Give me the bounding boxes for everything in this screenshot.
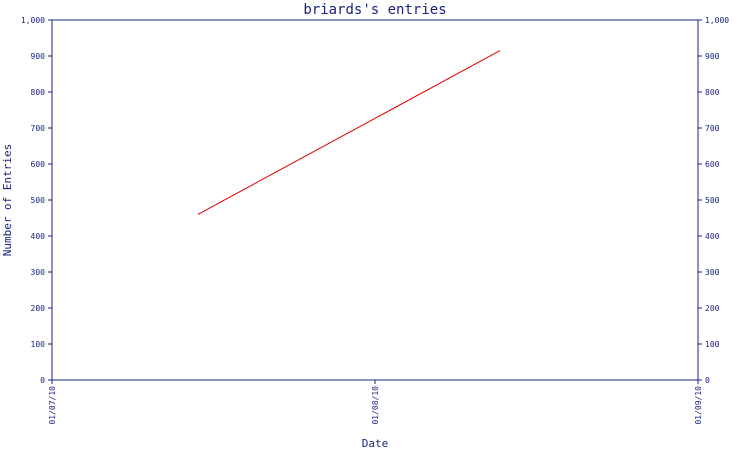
y-tick-label-left: 300	[31, 268, 46, 277]
x-axis: 01/07/10 01/08/10 01/09/10	[48, 380, 703, 425]
x-tick-label: 01/07/10	[48, 386, 57, 425]
y-axis-right: 0 100 200 300 400 500 600 700 800 900 1,000	[698, 16, 729, 385]
y-tick-label-right: 300	[705, 268, 720, 277]
x-tick-label: 01/08/10	[371, 386, 380, 425]
y-tick-label-right: 800	[705, 88, 720, 97]
y-tick-label-right: 100	[705, 340, 720, 349]
y-tick-label-left: 200	[31, 304, 46, 313]
chart-title: briards's entries	[303, 2, 446, 18]
series-layer	[197, 50, 501, 215]
y-tick-label-left: 400	[31, 232, 46, 241]
y-tick-label-left: 1,000	[21, 16, 45, 25]
y-tick-label-left: 800	[31, 88, 46, 97]
y-tick-label-right: 900	[705, 52, 720, 61]
y-tick-label-left: 500	[31, 196, 46, 205]
y-tick-label-left: 900	[31, 52, 46, 61]
series-line	[197, 50, 501, 215]
y-tick-label-right: 500	[705, 196, 720, 205]
y-tick-label-left: 600	[31, 160, 46, 169]
y-tick-label-right: 0	[705, 376, 710, 385]
plot-frame	[51, 19, 699, 381]
y-tick-label-left: 0	[40, 376, 45, 385]
x-tick-label: 01/09/10	[694, 386, 703, 425]
y-tick-label-right: 200	[705, 304, 720, 313]
y-tick-label-left: 100	[31, 340, 46, 349]
y-tick-label-right: 1,000	[705, 16, 729, 25]
y-tick-label-left: 700	[31, 124, 46, 133]
x-axis-label: Date	[362, 437, 389, 450]
y-tick-label-right: 600	[705, 160, 720, 169]
y-tick-label-right: 400	[705, 232, 720, 241]
y-tick-label-right: 700	[705, 124, 720, 133]
y-axis-left: 0 100 200 300 400 500 600 700 800 900 1,000	[21, 16, 52, 385]
y-axis-label: Number of Entries	[1, 144, 14, 257]
